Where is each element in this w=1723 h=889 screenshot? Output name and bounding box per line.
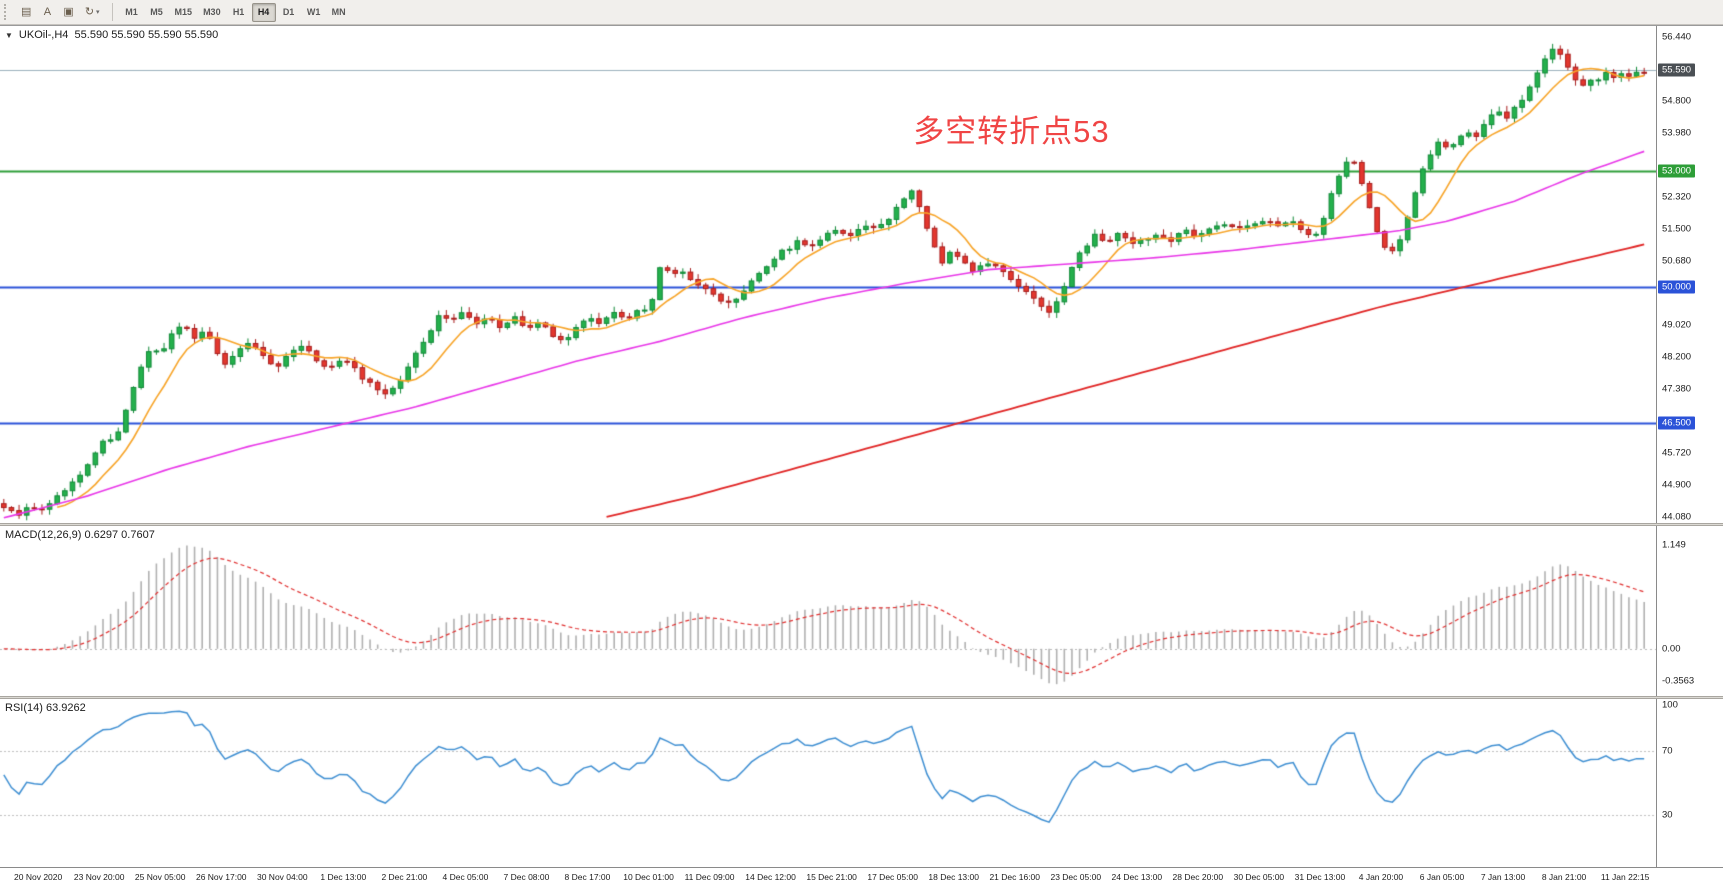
price-badge-53.000: 53.000 bbox=[1658, 164, 1696, 178]
macd-scale[interactable]: 1.149 0.00 -0.3563 bbox=[1657, 526, 1723, 696]
price-tick: 52.320 bbox=[1662, 191, 1692, 203]
time-label: 21 Dec 16:00 bbox=[989, 872, 1041, 882]
timeframe-button-m5[interactable]: M5 bbox=[145, 3, 169, 22]
time-label: 8 Dec 17:00 bbox=[564, 872, 611, 882]
time-label: 30 Nov 04:00 bbox=[256, 872, 308, 882]
timeframe-button-h4[interactable]: H4 bbox=[251, 2, 276, 22]
rsi-scale[interactable]: 100 70 30 bbox=[1657, 699, 1723, 867]
price-tick: 54.800 bbox=[1662, 95, 1692, 107]
rsi-axis-label: 70 bbox=[1662, 745, 1673, 757]
price-scale[interactable]: 56.440 54.800 53.980 52.320 51.500 50.680 49.0… bbox=[1657, 26, 1723, 523]
price-tick: 51.500 bbox=[1662, 223, 1692, 235]
time-label: 28 Dec 20:00 bbox=[1172, 872, 1224, 882]
toolbar-separator bbox=[111, 3, 113, 21]
chart-window-icon-button[interactable]: ▣ bbox=[58, 3, 78, 22]
rsi-axis-label: 100 bbox=[1662, 699, 1678, 711]
time-label: 31 Dec 13:00 bbox=[1294, 872, 1346, 882]
price-tick: 53.980 bbox=[1662, 127, 1692, 139]
price-tick: 44.080 bbox=[1662, 511, 1692, 523]
dropdown-arrow-icon: ▾ bbox=[96, 9, 100, 16]
timeframe-button-m1[interactable]: M1 bbox=[120, 3, 144, 22]
price-tick: 44.900 bbox=[1662, 479, 1692, 491]
text-tool-icon-button[interactable]: A bbox=[37, 3, 57, 22]
macd-canvas[interactable] bbox=[0, 526, 1656, 696]
toolbar-icon-group: ▤ A ▣ ↻ ▾ bbox=[16, 3, 105, 22]
macd-panel: MACD(12,26,9) 0.6297 0.7607 1.149 0.00 -0.… bbox=[0, 526, 1723, 696]
timeframe-button-h1[interactable]: H1 bbox=[227, 3, 251, 22]
macd-plot bbox=[0, 526, 1657, 696]
text-tool-icon: A bbox=[43, 5, 52, 18]
timeframe-button-mn[interactable]: MN bbox=[327, 3, 351, 22]
time-label: 25 Nov 05:00 bbox=[134, 872, 186, 882]
price-plot bbox=[0, 26, 1657, 523]
collapse-icon[interactable]: ▼ bbox=[5, 30, 13, 40]
rsi-panel: RSI(14) 63.9262 100 70 30 bbox=[0, 699, 1723, 867]
timeframe-button-m15[interactable]: M15 bbox=[170, 3, 198, 22]
time-label: 23 Dec 05:00 bbox=[1050, 872, 1102, 882]
time-label: 7 Dec 08:00 bbox=[503, 872, 550, 882]
time-label: 20 Nov 2020 bbox=[14, 872, 63, 882]
price-tick: 50.680 bbox=[1662, 255, 1692, 267]
time-axis[interactable]: 20 Nov 2020 23 Nov 20:00 25 Nov 05:00 26 No… bbox=[0, 867, 1723, 889]
chart-caption-text: UKOil-,H4 55.590 55.590 55.590 55.590 bbox=[18, 29, 219, 41]
rsi-axis-label: 30 bbox=[1662, 809, 1673, 821]
macd-caption-text: MACD(12,26,9) 0.6297 0.7607 bbox=[5, 529, 155, 541]
chart-caption: ▼ UKOil-,H4 55.590 55.590 55.590 55.590 bbox=[5, 29, 218, 41]
timeframe-button-d1[interactable]: D1 bbox=[277, 3, 301, 22]
time-label: 4 Jan 20:00 bbox=[1358, 872, 1404, 882]
cycles-icon: ↻ bbox=[84, 5, 95, 18]
chart-list-icon: ▤ bbox=[21, 5, 32, 18]
panel-splitter-rsi[interactable] bbox=[0, 696, 1723, 699]
time-label: 4 Dec 05:00 bbox=[442, 872, 489, 882]
time-label: 26 Nov 17:00 bbox=[195, 872, 247, 882]
panel-splitter-macd[interactable] bbox=[0, 523, 1723, 526]
toolbar-grip[interactable] bbox=[4, 4, 11, 20]
time-label: 23 Nov 20:00 bbox=[73, 872, 125, 882]
rsi-caption-text: RSI(14) 63.9262 bbox=[5, 702, 86, 714]
price-tick: 45.720 bbox=[1662, 447, 1692, 459]
trend-annotation: 多空转折点53 bbox=[913, 114, 1110, 149]
time-label: 2 Dec 21:00 bbox=[381, 872, 428, 882]
chart-list-icon-button[interactable]: ▤ bbox=[16, 3, 36, 22]
time-label: 17 Dec 05:00 bbox=[867, 872, 918, 882]
time-label: 14 Dec 12:00 bbox=[745, 872, 796, 882]
timeframe-button-m30[interactable]: M30 bbox=[198, 3, 226, 22]
cycles-icon-button[interactable]: ↻ ▾ bbox=[80, 3, 105, 22]
price-tick: 48.200 bbox=[1662, 351, 1692, 363]
time-label: 24 Dec 13:00 bbox=[1111, 872, 1163, 882]
timeframe-button-w1[interactable]: W1 bbox=[302, 3, 326, 22]
main-chart-panel: ▼ UKOil-,H4 55.590 55.590 55.590 55.590 … bbox=[0, 26, 1723, 523]
price-canvas[interactable] bbox=[0, 26, 1656, 523]
macd-axis-label: 0.00 bbox=[1662, 643, 1681, 655]
price-tick: 49.020 bbox=[1662, 319, 1692, 331]
rsi-plot bbox=[0, 699, 1657, 867]
time-label: 10 Dec 01:00 bbox=[623, 872, 674, 882]
macd-axis-label: -0.3563 bbox=[1662, 675, 1695, 687]
toolbar: ▤ A ▣ ↻ ▾ M1 M5 M15 M30 H1 H4 D1 W1 MN bbox=[0, 0, 1723, 25]
timeframe-group: M1 M5 M15 M30 H1 H4 D1 W1 MN bbox=[120, 2, 351, 22]
time-label: 11 Dec 09:00 bbox=[684, 872, 735, 882]
time-label: 30 Dec 05:00 bbox=[1233, 872, 1285, 882]
macd-axis-label: 1.149 bbox=[1662, 539, 1686, 551]
time-label: 1 Dec 13:00 bbox=[320, 872, 367, 882]
price-tick: 47.380 bbox=[1662, 383, 1692, 395]
time-label: 8 Jan 21:00 bbox=[1541, 872, 1587, 882]
macd-caption: MACD(12,26,9) 0.6297 0.7607 bbox=[5, 529, 155, 541]
price-badge-46.500: 46.500 bbox=[1658, 416, 1696, 430]
time-label: 7 Jan 13:00 bbox=[1480, 872, 1526, 882]
rsi-canvas[interactable] bbox=[0, 699, 1656, 867]
chart-window-icon: ▣ bbox=[63, 5, 74, 18]
time-label: 18 Dec 13:00 bbox=[928, 872, 979, 882]
time-label: 15 Dec 21:00 bbox=[806, 872, 857, 882]
price-tick: 56.440 bbox=[1662, 31, 1692, 43]
price-badge-50.000: 50.000 bbox=[1658, 280, 1696, 294]
chart-stack: ▼ UKOil-,H4 55.590 55.590 55.590 55.590 … bbox=[0, 25, 1723, 889]
time-label: 11 Jan 22:15 bbox=[1600, 872, 1650, 882]
time-label: 6 Jan 05:00 bbox=[1419, 872, 1465, 882]
rsi-caption: RSI(14) 63.9262 bbox=[5, 702, 86, 714]
price-badge-55.590: 55.590 bbox=[1658, 63, 1696, 77]
